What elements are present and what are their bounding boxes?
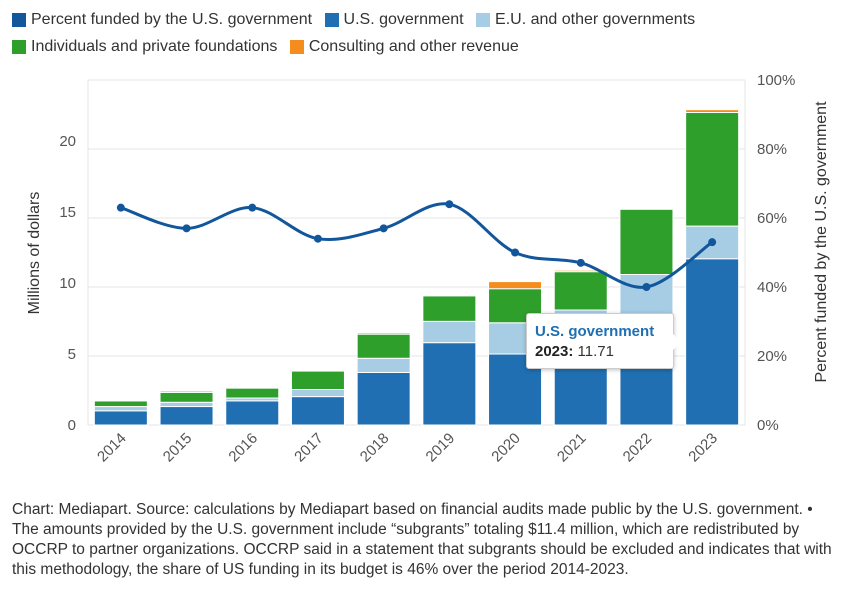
legend-row-2: Individuals and private foundations Cons… bbox=[12, 35, 842, 62]
percent-line-point bbox=[708, 238, 717, 247]
chart-caption: Chart: Mediapart. Source: calculations b… bbox=[12, 501, 832, 578]
bar-segment-individuals-and-private-foundations bbox=[553, 271, 608, 311]
left-axis-ticks: 0 5 10 15 20 bbox=[59, 133, 76, 434]
bar-segment-consulting-and-other-revenue bbox=[290, 369, 345, 372]
tooltip-year: 2023: bbox=[535, 343, 574, 360]
legend-label: Percent funded by the U.S. government bbox=[31, 11, 313, 28]
y2-tick-label: 20% bbox=[757, 348, 787, 365]
y2-tick-label: 100% bbox=[757, 72, 795, 89]
percent-line-point bbox=[313, 234, 322, 243]
percent-line-point bbox=[445, 200, 454, 209]
x-tick-label: 2021 bbox=[554, 430, 590, 466]
tooltip-value: 11.71 bbox=[577, 343, 614, 360]
percent-line-point bbox=[248, 203, 257, 212]
percent-line bbox=[116, 200, 717, 291]
legend-swatch bbox=[289, 40, 304, 54]
percent-line-point bbox=[511, 248, 520, 257]
legend-swatch bbox=[12, 40, 26, 54]
legend-swatch bbox=[324, 13, 339, 27]
legend-swatch bbox=[12, 13, 26, 27]
funding-chart: 0 5 10 15 20 0% 20% 40% 60% 80% 100% 2014 2015 2016… bbox=[26, 72, 830, 466]
bar-segment-e-u-and-other-governments bbox=[159, 401, 214, 408]
bar-segment-consulting-and-other-revenue bbox=[553, 269, 608, 273]
bar-segment-individuals-and-private-foundations bbox=[685, 112, 740, 227]
y-tick-label: 15 bbox=[59, 204, 76, 221]
legend-label: U.S. government bbox=[343, 11, 464, 28]
percent-line-point bbox=[116, 203, 125, 212]
bar-segment-individuals-and-private-foundations bbox=[356, 333, 411, 359]
bar-segment-consulting-and-other-revenue bbox=[93, 399, 148, 402]
legend-item-percent-us[interactable]: Percent funded by the U.S. government bbox=[12, 8, 312, 32]
x-tick-label: 2017 bbox=[291, 430, 327, 466]
tooltip-series-name: U.S. government bbox=[535, 323, 655, 340]
y-tick-label: 10 bbox=[59, 275, 76, 292]
bar-segment-individuals-and-private-foundations bbox=[290, 370, 345, 391]
bar-segment-e-u-and-other-governments bbox=[356, 357, 411, 373]
bar-segment-u-s-government bbox=[422, 342, 477, 426]
bar-segment-u-s-government bbox=[93, 410, 148, 426]
legend-item-individuals[interactable]: Individuals and private foundations bbox=[12, 35, 277, 59]
y-tick-label: 5 bbox=[68, 346, 76, 363]
legend-swatch bbox=[476, 13, 491, 27]
chart-legend: Percent funded by the U.S. government U.… bbox=[12, 8, 842, 62]
bar-segment-u-s-government bbox=[356, 371, 411, 426]
bar-segment-individuals-and-private-foundations bbox=[225, 387, 280, 399]
bar-segment-consulting-and-other-revenue bbox=[225, 386, 280, 389]
y2-tick-label: 80% bbox=[757, 141, 787, 158]
y-axis-title: Millions of dollars bbox=[26, 192, 43, 315]
bar-segment-e-u-and-other-governments bbox=[93, 406, 148, 412]
percent-line-path bbox=[120, 202, 714, 289]
tooltip-pointer bbox=[673, 334, 681, 350]
x-tick-label: 2015 bbox=[160, 430, 196, 466]
bar-segment-individuals-and-private-foundations bbox=[422, 295, 477, 322]
right-axis-ticks: 0% 20% 40% 60% 80% 100% bbox=[757, 72, 795, 434]
x-tick-label: 2022 bbox=[620, 430, 656, 466]
bar-segment-consulting-and-other-revenue bbox=[422, 294, 477, 297]
bar-segment-u-s-government bbox=[225, 400, 280, 426]
bar-segment-consulting-and-other-revenue bbox=[619, 207, 674, 210]
bar-segment-individuals-and-private-foundations bbox=[619, 208, 674, 276]
bar-segment-consulting-and-other-revenue bbox=[159, 390, 214, 393]
y2-axis-title: Percent funded by the U.S. government bbox=[813, 101, 830, 383]
percent-line-point bbox=[642, 283, 651, 291]
bar-segment-individuals-and-private-foundations bbox=[93, 400, 148, 408]
bar-segment-u-s-government bbox=[290, 396, 345, 426]
bar-segment-individuals-and-private-foundations bbox=[159, 391, 214, 403]
legend-label: Individuals and private foundations bbox=[31, 38, 278, 55]
legend-item-consulting[interactable]: Consulting and other revenue bbox=[289, 35, 519, 59]
x-tick-label: 2020 bbox=[488, 430, 524, 466]
bar-segment-e-u-and-other-governments bbox=[290, 389, 345, 398]
y-tick-label: 0 bbox=[68, 417, 76, 434]
y2-tick-label: 60% bbox=[757, 210, 787, 227]
y2-tick-label: 0% bbox=[757, 417, 779, 434]
x-tick-label: 2014 bbox=[94, 430, 130, 466]
percent-line-point bbox=[182, 224, 191, 233]
bar-segment-u-s-government bbox=[159, 406, 214, 426]
y2-tick-label: 40% bbox=[757, 279, 787, 296]
legend-item-us-government[interactable]: U.S. government bbox=[324, 8, 464, 32]
percent-line-point bbox=[576, 258, 585, 267]
stacked-bars bbox=[93, 109, 740, 426]
legend-row-1: Percent funded by the U.S. government U.… bbox=[12, 8, 842, 35]
x-tick-label: 2023 bbox=[685, 430, 721, 466]
bar-segment-u-s-government bbox=[685, 258, 740, 426]
bar-segment-consulting-and-other-revenue bbox=[488, 281, 543, 290]
bar-segment-e-u-and-other-governments bbox=[422, 320, 477, 344]
hover-tooltip: U.S. government 2023: 11.71 bbox=[526, 313, 681, 369]
bar-segment-consulting-and-other-revenue bbox=[356, 332, 411, 335]
legend-label: Consulting and other revenue bbox=[308, 38, 519, 55]
legend-item-eu-governments[interactable]: E.U. and other governments bbox=[476, 8, 695, 32]
x-tick-label: 2019 bbox=[423, 430, 459, 466]
x-axis-ticks: 2014 2015 2016 2017 2018 2019 2020 2021 2022 2023 bbox=[94, 430, 721, 466]
bar-segment-consulting-and-other-revenue bbox=[685, 109, 740, 114]
x-tick-label: 2016 bbox=[225, 430, 261, 466]
x-tick-label: 2018 bbox=[357, 430, 393, 466]
legend-label: E.U. and other governments bbox=[495, 11, 696, 28]
y-tick-label: 20 bbox=[59, 133, 76, 150]
percent-line-point bbox=[379, 224, 388, 233]
